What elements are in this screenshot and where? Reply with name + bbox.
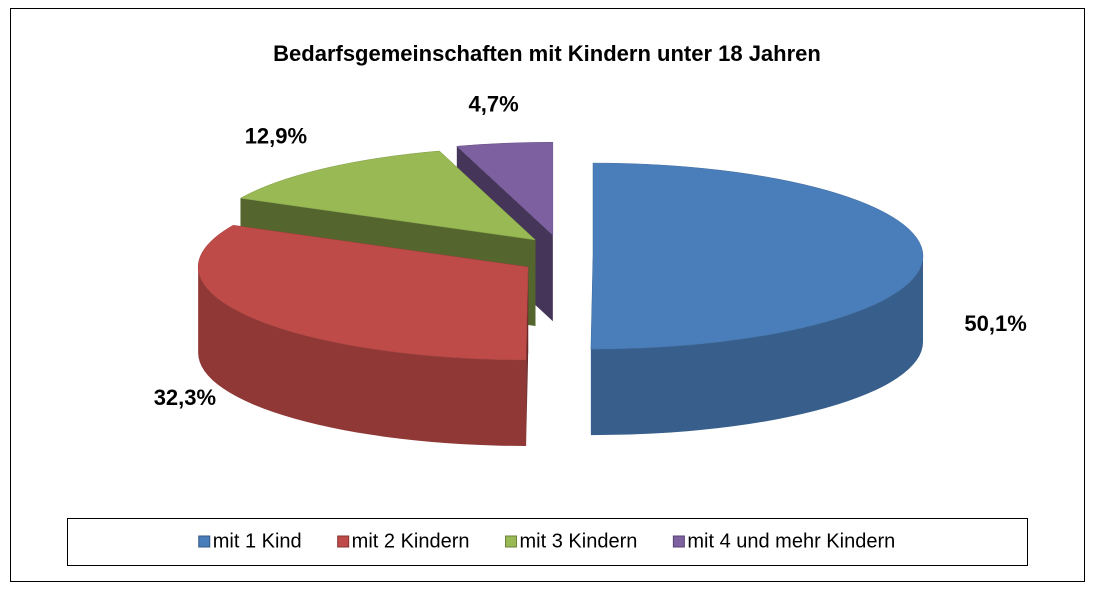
legend-swatch xyxy=(672,535,685,548)
slice-wall xyxy=(590,256,923,436)
slice xyxy=(197,225,529,446)
slice xyxy=(590,162,924,436)
legend-swatch xyxy=(505,535,518,548)
legend-label: mit 3 Kindern xyxy=(520,530,638,552)
legend-label: mit 4 und mehr Kindern xyxy=(687,530,895,552)
legend-box xyxy=(67,518,1028,566)
slice-top xyxy=(456,141,554,236)
slice-top xyxy=(239,150,537,241)
legend-swatch xyxy=(337,535,350,548)
legend-label: mit 1 Kind xyxy=(213,530,302,552)
slice-top xyxy=(590,162,924,350)
slice-wall xyxy=(198,266,527,446)
value-label: 4,7% xyxy=(469,91,519,116)
value-label: 32,3% xyxy=(154,385,216,410)
chart-title: Bedarfsgemeinschaften mit Kindern unter … xyxy=(273,41,821,66)
slice-top xyxy=(197,225,529,361)
value-label: 12,9% xyxy=(245,123,307,148)
legend-label: mit 2 Kindern xyxy=(352,530,470,552)
value-label: 50,1% xyxy=(964,311,1026,336)
legend-swatch xyxy=(198,535,211,548)
